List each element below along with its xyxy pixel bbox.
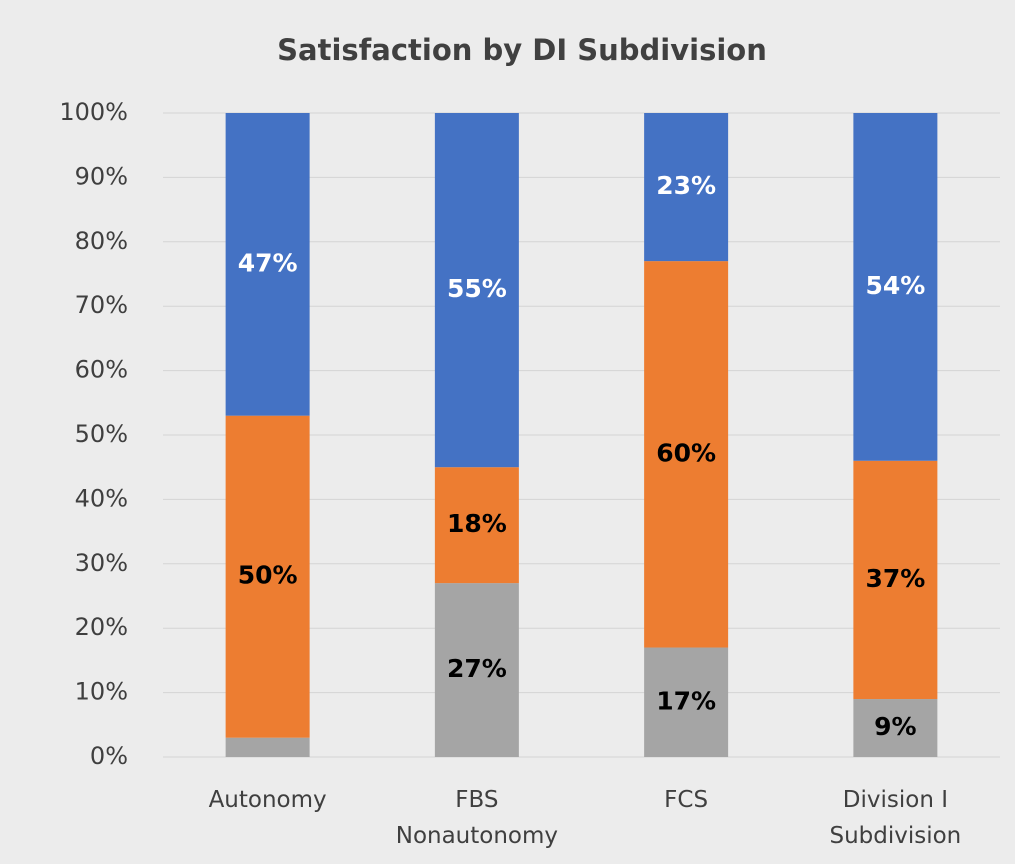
- chart-title: Satisfaction by DI Subdivision: [277, 33, 767, 67]
- bar-segment: [644, 261, 729, 648]
- data-label: 23%: [656, 171, 716, 200]
- y-tick-label: 80%: [75, 227, 128, 255]
- x-tick-label: Division I Subdivision: [829, 787, 962, 849]
- data-label: 47%: [238, 248, 298, 277]
- bar-segment: [853, 113, 938, 461]
- y-tick-label: 70%: [75, 291, 128, 319]
- bar-segment: [225, 415, 310, 738]
- y-tick-label: 20%: [75, 613, 128, 641]
- bar-segment: [644, 647, 729, 757]
- data-label: 27%: [447, 654, 507, 683]
- data-label: 18%: [447, 509, 507, 538]
- bar-segment: [434, 583, 519, 757]
- bar-segment: [853, 460, 938, 700]
- bar-segment: [434, 113, 519, 468]
- data-label: 9%: [874, 712, 916, 741]
- y-tick-label: 0%: [90, 742, 128, 770]
- y-tick-label: 90%: [75, 162, 128, 190]
- y-tick-label: 50%: [75, 420, 128, 448]
- bar-segment: [644, 113, 729, 262]
- y-tick-label: 30%: [75, 549, 128, 577]
- data-label: 37%: [865, 564, 925, 593]
- data-label: 50%: [238, 561, 298, 590]
- bar-segment: [853, 699, 938, 757]
- bar-segment: [225, 113, 310, 416]
- y-tick-label: 60%: [75, 356, 128, 384]
- data-label: 17%: [656, 686, 716, 715]
- y-tick-label: 10%: [75, 678, 128, 706]
- x-tick-label: FCS: [664, 787, 709, 813]
- data-label: 60%: [656, 438, 716, 467]
- y-tick-label: 100%: [59, 98, 128, 126]
- bar-segment: [225, 737, 310, 757]
- x-tick-label: Autonomy: [208, 787, 327, 813]
- bar-segment: [434, 467, 519, 584]
- y-tick-label: 40%: [75, 484, 128, 512]
- data-label: 55%: [447, 274, 507, 303]
- data-label: 54%: [865, 271, 925, 300]
- x-tick-label: FBS Nonautonomy: [395, 787, 559, 849]
